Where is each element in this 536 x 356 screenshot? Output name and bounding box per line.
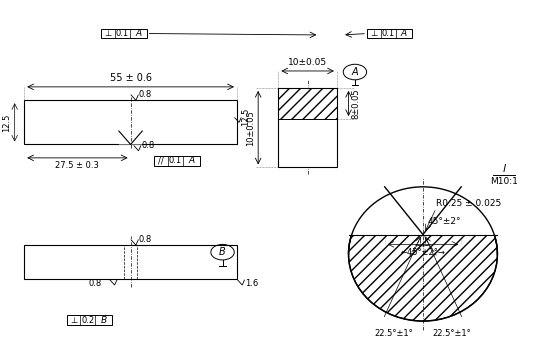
Text: A: A [401, 29, 407, 38]
Text: 1.6: 1.6 [245, 279, 258, 288]
Text: 0.1: 0.1 [169, 156, 182, 165]
Text: 22.5°±1°: 22.5°±1° [374, 329, 413, 338]
Bar [101, 28, 146, 38]
Text: 10±0.05: 10±0.05 [288, 58, 327, 67]
Text: //: // [159, 156, 164, 165]
Text: 0.1: 0.1 [116, 29, 129, 38]
Text: 8±0.05: 8±0.05 [351, 88, 360, 119]
Text: ←45°±2°→: ←45°±2°→ [400, 248, 445, 257]
Text: 0.8: 0.8 [138, 235, 152, 244]
Polygon shape [119, 131, 142, 145]
Polygon shape [338, 166, 508, 235]
Text: 0.8: 0.8 [88, 279, 101, 288]
Bar [154, 156, 200, 166]
Text: 10±0.05: 10±0.05 [247, 110, 256, 146]
Text: l: l [503, 164, 506, 174]
Text: 0.8: 0.8 [141, 141, 154, 150]
Text: B: B [219, 247, 226, 257]
Polygon shape [385, 183, 461, 235]
Text: A: A [352, 67, 358, 77]
Text: M10:1: M10:1 [490, 177, 518, 186]
Text: 22.5°±1°: 22.5°±1° [433, 329, 472, 338]
Bar [67, 315, 112, 325]
Text: 0.2: 0.2 [81, 316, 94, 325]
Text: R0.25 ± 0.025: R0.25 ± 0.025 [436, 199, 502, 208]
Text: 12.5: 12.5 [2, 113, 11, 132]
Text: B: B [101, 316, 107, 325]
Text: ⊥: ⊥ [105, 29, 111, 38]
Text: 0.8: 0.8 [138, 90, 152, 99]
Text: A: A [188, 156, 195, 165]
Text: 45°±2°: 45°±2° [427, 216, 461, 226]
Bar [24, 245, 237, 279]
Bar [278, 88, 337, 119]
Text: ⊥: ⊥ [70, 316, 77, 325]
Bar [278, 88, 337, 167]
Text: 55 ± 0.6: 55 ± 0.6 [109, 73, 152, 83]
Text: A: A [135, 29, 141, 38]
Bar [367, 28, 412, 38]
Text: 12.5: 12.5 [241, 108, 250, 126]
Text: 27.5 ± 0.3: 27.5 ± 0.3 [55, 161, 99, 171]
Bar [24, 100, 237, 145]
Text: 0.1: 0.1 [382, 29, 394, 38]
Text: ⊥: ⊥ [370, 29, 377, 38]
